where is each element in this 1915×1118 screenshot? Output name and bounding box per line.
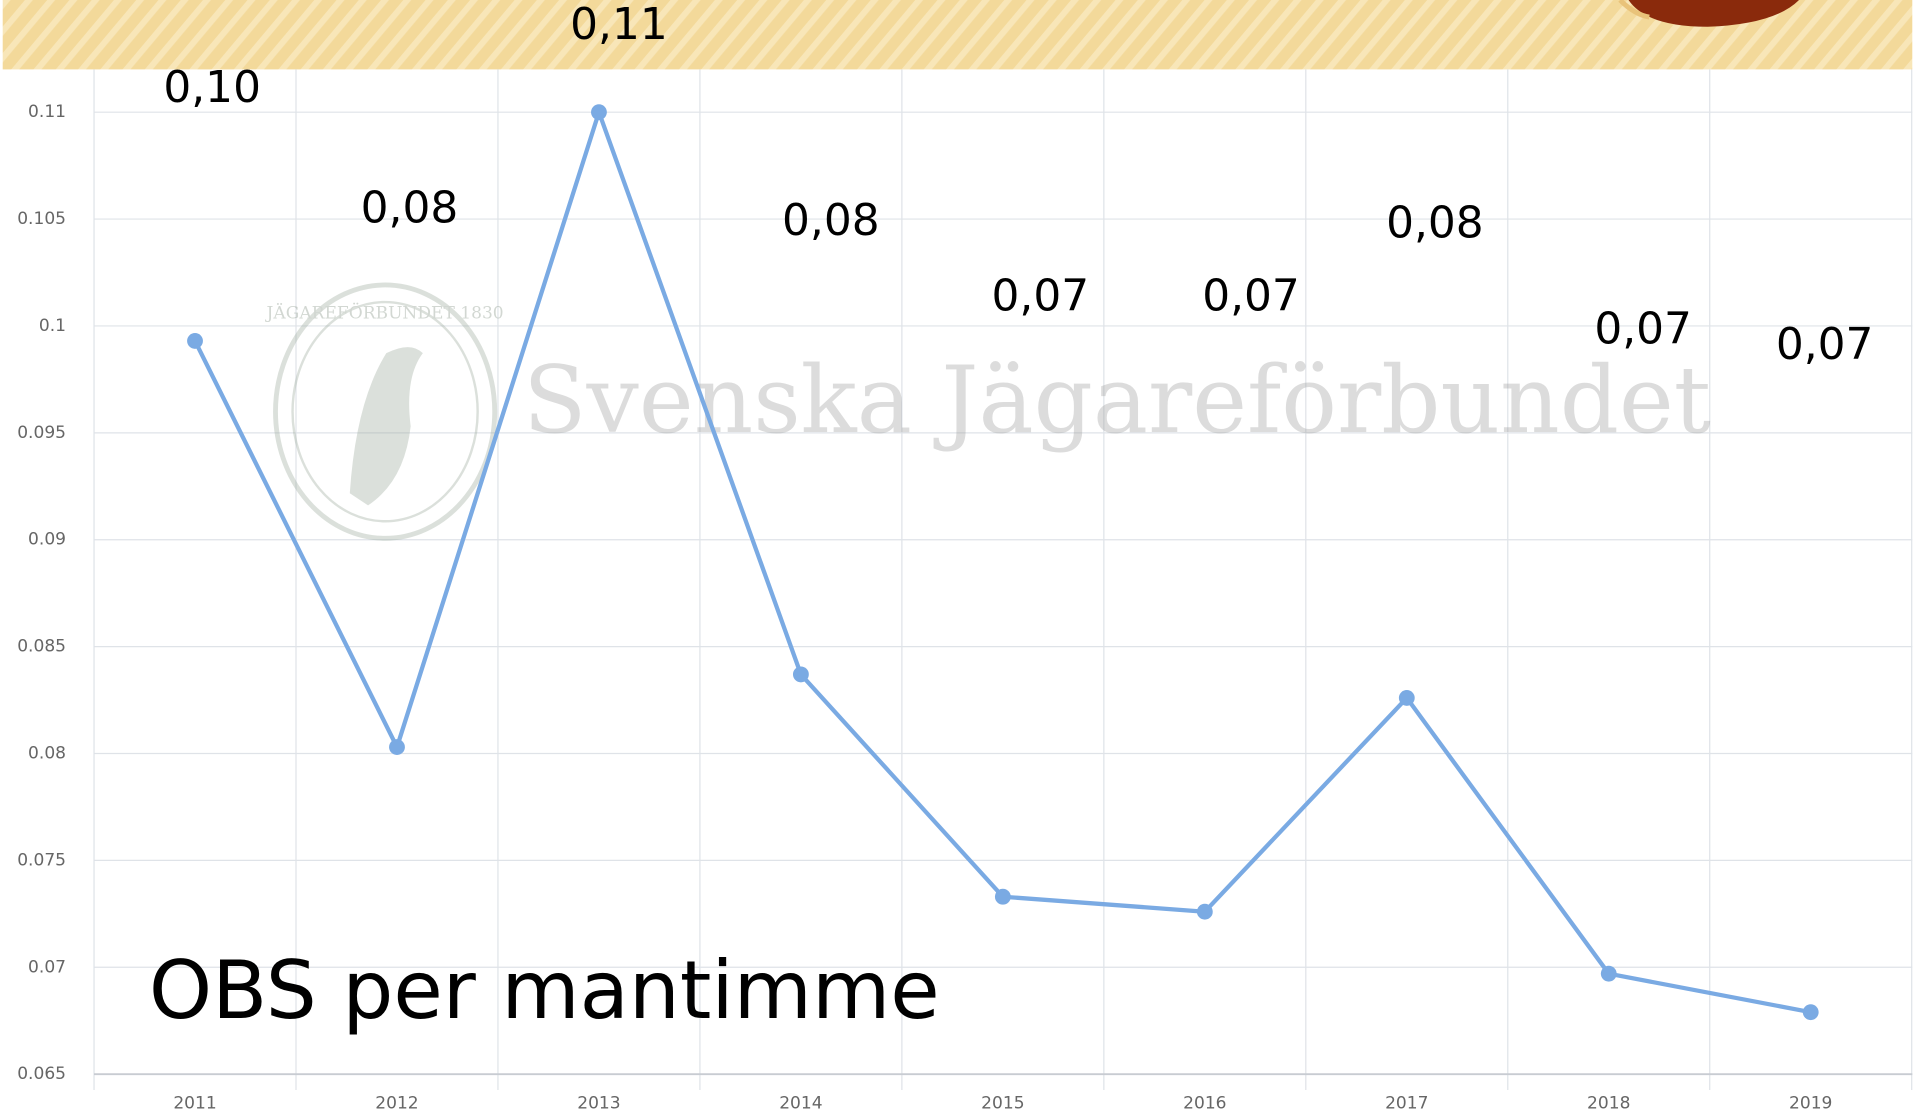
x-tick-label: 2018 — [1587, 1093, 1630, 1113]
x-tick-label: 2011 — [173, 1093, 216, 1113]
point — [187, 333, 203, 349]
point — [793, 666, 809, 682]
y-tick-label: 0.09 — [28, 530, 66, 550]
point — [1803, 1004, 1819, 1020]
logo-text: JÄGAREFÖRBUNDET 1830 — [265, 303, 504, 324]
x-tick-label: 2014 — [779, 1093, 822, 1113]
x-tick-label: 2013 — [577, 1093, 620, 1113]
x-tick-label: 2019 — [1789, 1093, 1832, 1113]
y-tick-label: 0.07 — [28, 957, 66, 977]
value-label: 0,07 — [1594, 303, 1692, 354]
value-label: 0,07 — [1776, 319, 1874, 370]
value-label: 0,08 — [782, 195, 880, 246]
watermark-group: JÄGAREFÖRBUNDET 1830 Svenska Jägareförbu… — [265, 285, 1711, 538]
chart: JÄGAREFÖRBUNDET 1830 Svenska Jägareförbu… — [0, 0, 1915, 1118]
value-label: 0,11 — [570, 0, 668, 50]
page: JÄGAREFÖRBUNDET 1830 Svenska Jägareförbu… — [0, 0, 1915, 1118]
value-label: 0,07 — [992, 270, 1090, 321]
point — [995, 889, 1011, 905]
y-tick-label: 0.11 — [28, 102, 66, 122]
x-tick-label: 2016 — [1183, 1093, 1226, 1113]
x-tick-label: 2017 — [1385, 1093, 1428, 1113]
x-tick-label: 2012 — [375, 1093, 418, 1113]
point — [1197, 904, 1213, 920]
y-tick-label: 0.095 — [17, 423, 66, 443]
y-tick-label: 0.065 — [17, 1064, 66, 1084]
x-tick-label: 2015 — [981, 1093, 1024, 1113]
annotation: OBS per mantimme — [149, 943, 940, 1037]
value-label: 0,07 — [1202, 270, 1300, 321]
line — [195, 112, 1811, 1012]
point — [591, 104, 607, 120]
y-tick-label: 0.085 — [17, 637, 66, 657]
point — [389, 739, 405, 755]
point — [1601, 966, 1617, 982]
header-band — [3, 0, 1913, 69]
value-label: 0,10 — [163, 62, 261, 113]
y-tick-label: 0.105 — [17, 209, 66, 229]
y-tick-label: 0.08 — [28, 743, 66, 763]
value-label: 0,08 — [1386, 197, 1484, 248]
y-tick-label: 0.075 — [17, 850, 66, 870]
logo-bird — [350, 347, 423, 505]
y-tick-label: 0.1 — [39, 316, 66, 336]
point — [1399, 690, 1415, 706]
value-label: 0,08 — [361, 183, 459, 234]
